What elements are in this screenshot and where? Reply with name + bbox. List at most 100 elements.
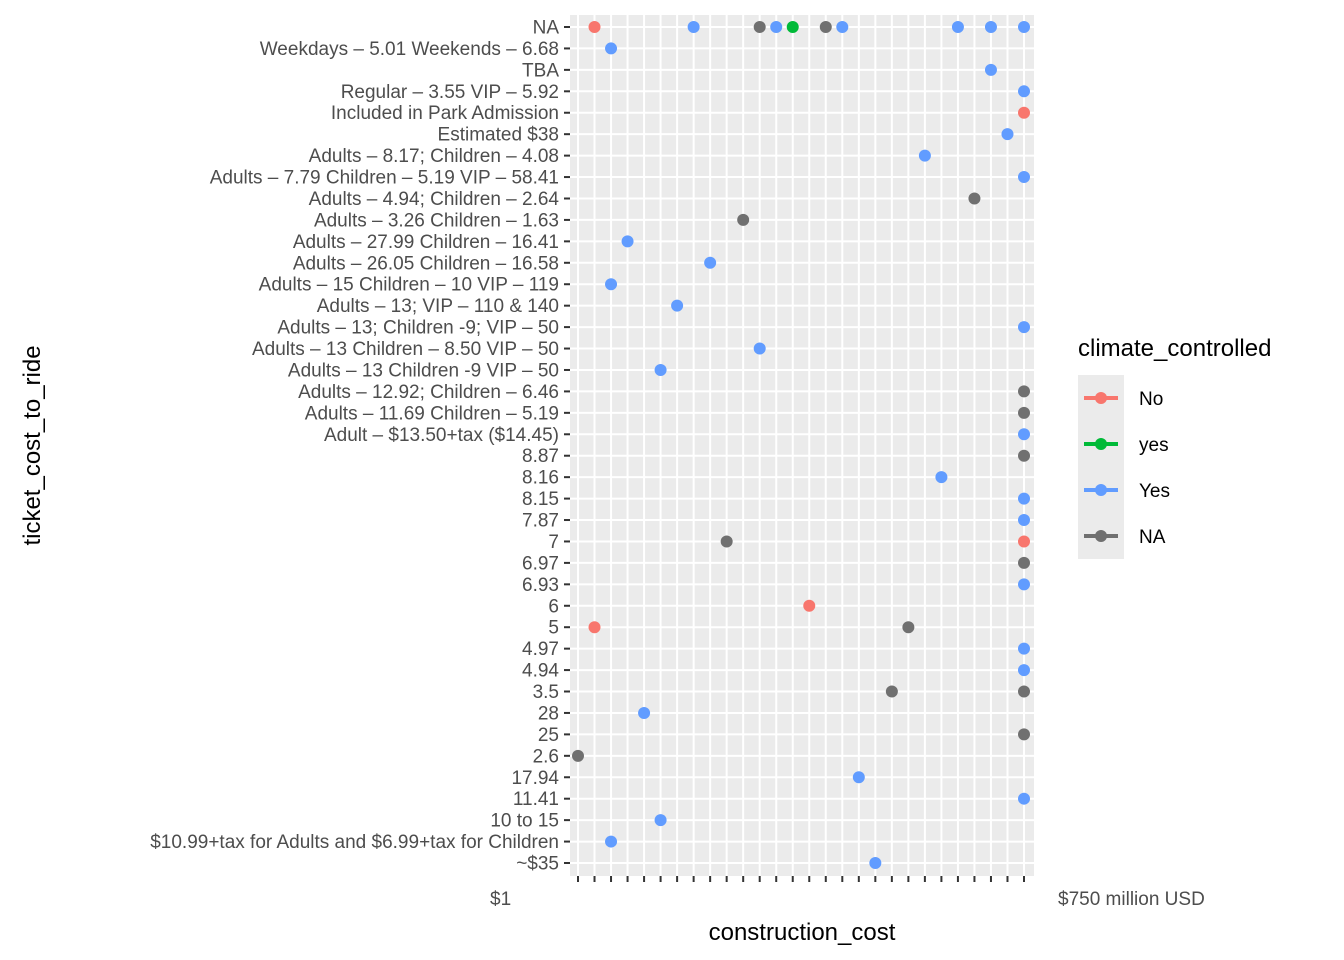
legend-key-point [1095, 484, 1107, 496]
data-point-yes [1018, 514, 1030, 527]
legend-label: NA [1139, 527, 1166, 548]
y-tick-label: Adults – 11.69 Children – 5.19 [305, 403, 559, 424]
data-point-no [588, 621, 601, 634]
data-point-yes [984, 21, 997, 33]
data-point-na [572, 749, 584, 762]
data-point-yes [1018, 664, 1030, 677]
y-tick-label: Adults – 3.26 Children – 1.63 [314, 210, 559, 231]
y-tick-label: Estimated $38 [438, 125, 559, 146]
y-tick-label: Weekdays – 5.01 Weekends – 6.68 [260, 39, 559, 60]
legend-label: No [1139, 389, 1163, 410]
y-tick-label: 17.94 [511, 768, 559, 789]
data-point-yes [836, 21, 849, 33]
data-point-yes [605, 42, 618, 55]
y-tick-label: Regular – 3.55 VIP – 5.92 [341, 82, 559, 103]
y-tick-label: TBA [522, 60, 559, 81]
data-point-na [1018, 728, 1030, 741]
y-tick-label: Adults – 7.79 Children – 5.19 VIP – 58.4… [210, 168, 559, 189]
data-point-yes [852, 771, 865, 784]
data-point-no [1018, 535, 1030, 548]
data-point-yes [671, 299, 684, 312]
data-point-yes [1018, 428, 1030, 441]
y-tick-label: Adults – 27.99 Children – 16.41 [293, 232, 559, 253]
y-tick-label: Adults – 15 Children – 10 VIP – 119 [259, 275, 559, 296]
y-tick-label: 6.93 [522, 575, 559, 596]
y-tick-label: Adults – 12.92; Children – 6.46 [298, 382, 559, 403]
data-point-na [1018, 449, 1030, 462]
data-point-yes [1018, 578, 1030, 591]
data-point-yes [704, 256, 717, 269]
grid-lines [570, 15, 1034, 876]
x-axis-title: construction_cost [709, 919, 896, 946]
y-tick-label: 8.87 [522, 446, 559, 467]
y-axis-title: ticket_cost_to_ride [19, 345, 46, 545]
data-points [572, 21, 1030, 869]
legend-label: Yes [1139, 481, 1170, 502]
data-point-yes [935, 471, 948, 484]
y-tick-label: 8.16 [522, 468, 559, 489]
y-tick-label: 6.97 [522, 553, 559, 574]
legend-key-background [1078, 375, 1124, 559]
y-tick-label: 8.15 [522, 489, 559, 510]
data-point-no [803, 599, 816, 612]
data-point-yes [621, 235, 634, 248]
data-point-yes [753, 342, 766, 355]
data-point-yes [638, 706, 651, 719]
data-point-yes [1001, 128, 1014, 141]
y-tick-label: 5 [548, 618, 559, 639]
y-tick-label: 10 to 15 [490, 811, 559, 832]
data-point-yes [1018, 792, 1030, 805]
data-point-yes [1018, 642, 1030, 655]
data-point-na [819, 21, 832, 33]
x-axis: $1 $750 million USD [490, 876, 1205, 910]
legend: climate_controlled No yes Yes NA [1078, 335, 1271, 559]
y-tick-label: 6 [548, 596, 559, 617]
data-point-no [1018, 106, 1030, 119]
data-point-no [588, 21, 601, 33]
y-tick-label: $10.99+tax for Adults and $6.99+tax for … [150, 832, 559, 853]
data-point-yes [605, 278, 618, 291]
y-axis: ~$35$10.99+tax for Adults and $6.99+tax … [150, 18, 570, 875]
data-point-na [753, 21, 766, 33]
y-tick-label: 7 [548, 532, 559, 553]
data-point-na [737, 213, 750, 226]
y-tick-label: Adults – 8.17; Children – 4.08 [309, 146, 559, 167]
data-point-yes [605, 835, 618, 848]
y-tick-label: 4.94 [522, 661, 559, 682]
data-point-yes [918, 149, 931, 162]
data-point-yes [687, 21, 700, 33]
data-point-na [968, 192, 981, 205]
y-tick-label: 25 [538, 725, 559, 746]
legend-key-point [1095, 530, 1107, 542]
data-point-na [720, 535, 733, 548]
data-point-yes [786, 21, 799, 33]
legend-label: yes [1139, 435, 1169, 456]
data-point-yes [1018, 492, 1030, 505]
y-tick-label: Adults – 4.94; Children – 2.64 [309, 189, 560, 210]
data-point-yes [1018, 171, 1030, 184]
y-tick-label: Adults – 26.05 Children – 16.58 [293, 253, 559, 274]
data-point-na [1018, 385, 1030, 398]
data-point-yes [1018, 21, 1030, 33]
data-point-yes [984, 63, 997, 76]
data-point-yes [1018, 85, 1030, 98]
y-tick-label: ~$35 [516, 854, 559, 875]
x-tick-label: $1 [490, 889, 511, 910]
y-tick-label: Adults – 13; Children -9; VIP – 50 [277, 318, 559, 339]
data-point-na [1018, 556, 1030, 569]
legend-key-point [1095, 438, 1107, 450]
y-tick-label: 2.6 [533, 746, 559, 767]
y-tick-label: Adult – $13.50+tax ($14.45) [324, 425, 559, 446]
data-point-yes [770, 21, 783, 33]
y-tick-label: 3.5 [533, 682, 559, 703]
y-tick-label: Adults – 13 Children – 8.50 VIP – 50 [252, 339, 559, 360]
data-point-yes [1018, 321, 1030, 334]
x-tick-label: $750 million USD [1058, 889, 1205, 910]
data-point-na [885, 685, 898, 698]
y-tick-label: NA [533, 18, 560, 39]
data-point-yes [951, 21, 964, 33]
data-point-yes [654, 814, 667, 827]
data-point-yes [869, 857, 882, 869]
data-point-na [1018, 406, 1030, 419]
